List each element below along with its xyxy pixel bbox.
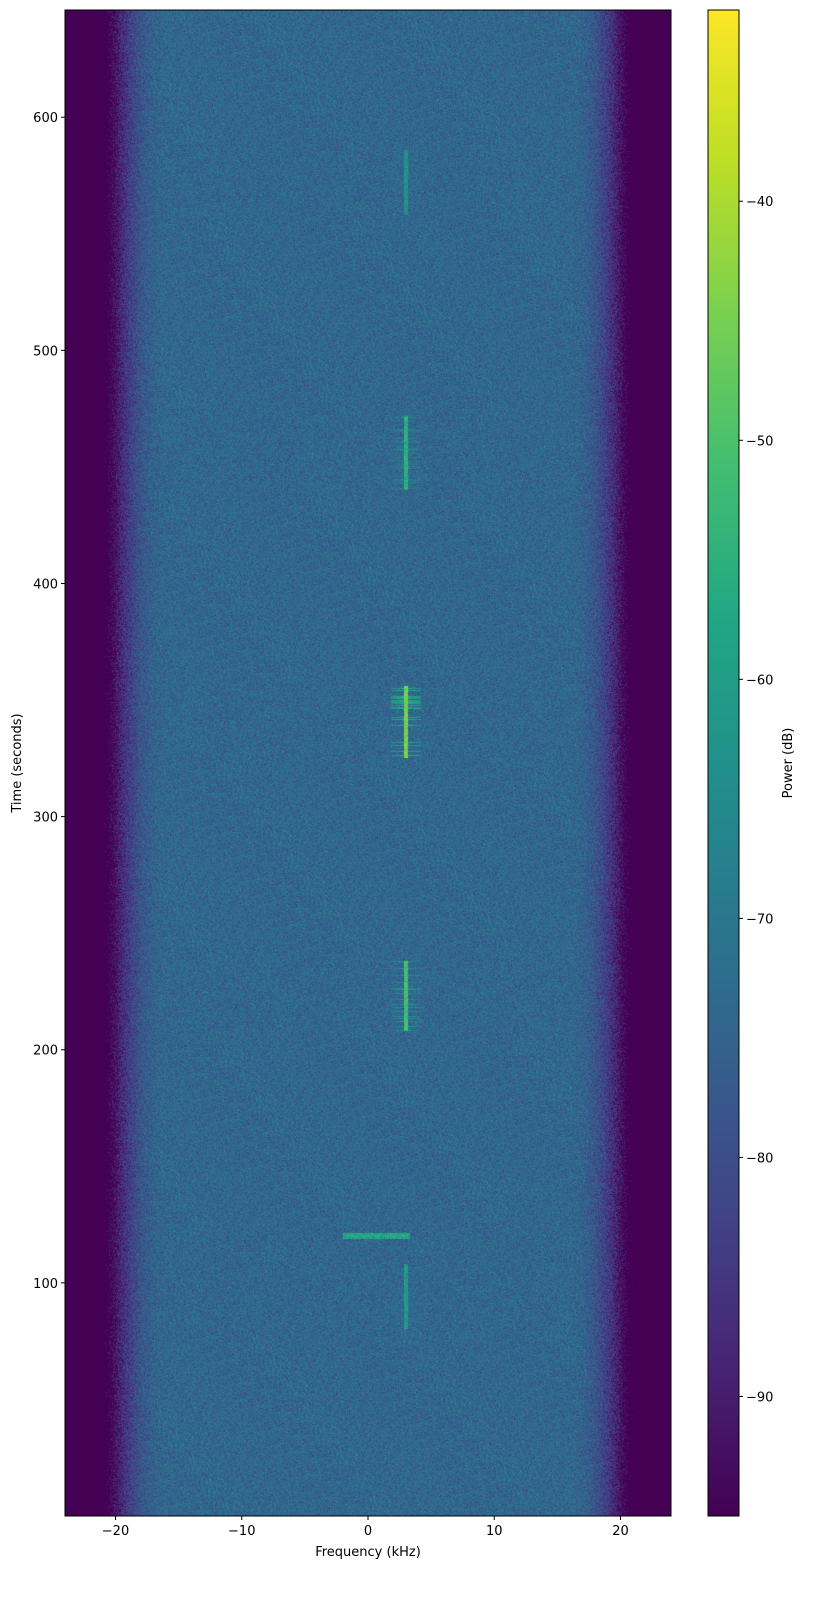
y-tick-label: 600 [33,111,58,126]
colorbar [708,10,739,1516]
colorbar-tick-label: −40 [746,195,773,210]
y-tick-label: 200 [33,1044,58,1059]
x-tick-label: −20 [102,1524,129,1539]
colorbar-tick-label: −90 [746,1390,773,1405]
y-tick-label: 400 [33,577,58,592]
y-axis-label: Time (seconds) [10,713,25,813]
colorbar-tick-label: −70 [746,912,773,927]
x-tick-label: −10 [228,1524,255,1539]
y-tick-label: 100 [33,1277,58,1292]
colorbar-label: Power (dB) [781,728,796,799]
colorbar-tick-label: −50 [746,434,773,449]
y-tick-label: 500 [33,344,58,359]
colorbar-frame [707,9,740,1517]
x-axis-label: Frequency (kHz) [315,1545,421,1560]
x-tick-label: 10 [486,1524,503,1539]
x-tick-label: 20 [612,1524,629,1539]
colorbar-tick-label: −60 [746,673,773,688]
spectrogram-image [65,10,671,1516]
plot-frame [64,9,672,1517]
colorbar-tick-label: −80 [746,1151,773,1166]
y-tick-label: 300 [33,811,58,826]
x-tick-label: 0 [364,1524,372,1539]
